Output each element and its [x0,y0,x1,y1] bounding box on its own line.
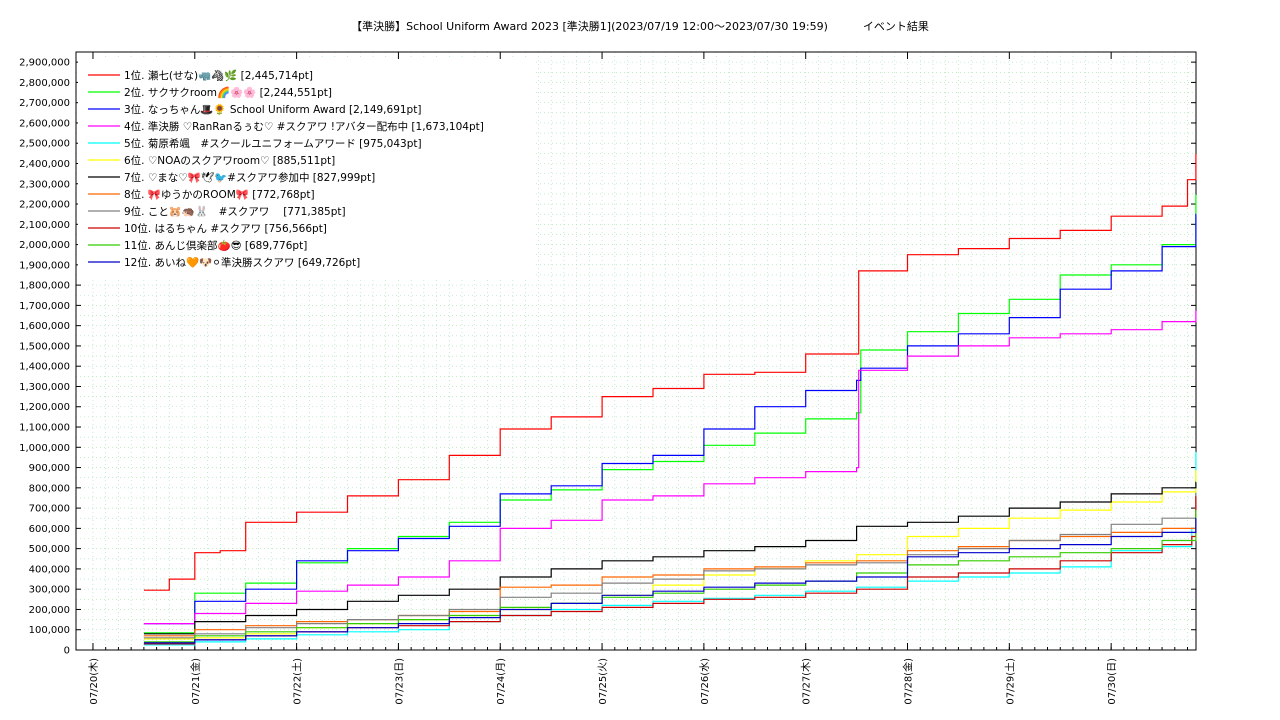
legend-background [78,60,533,280]
y-tick-label: 2,000,000 [19,240,70,251]
x-tick-label: 07/29(土) [1003,658,1016,705]
y-tick-label: 700,000 [29,504,70,515]
y-tick-label: 1,000,000 [19,443,70,454]
y-tick-label: 2,600,000 [19,118,70,129]
grid [76,52,1196,650]
y-tick-label: 1,300,000 [19,382,70,393]
legend: 1位. 瀬七(せな)🦏🦓🌿 [2,445,714pt] 2位. サクサクroom🌈… [78,60,533,280]
legend-entry: 1位. 瀬七(せな)🦏🦓🌿 [2,445,714pt] [124,69,313,82]
y-tick-label: 1,800,000 [19,281,70,292]
x-tick-label: 07/23(日) [394,658,405,705]
y-tick-label: 400,000 [29,564,70,575]
y-tick-label: 100,000 [29,625,70,636]
series-lines [143,153,1197,646]
legend-entry: 10位. はるちゃん #スクアワ [756,566pt] [124,222,327,235]
series-line-3 [143,213,1197,625]
y-tick-label: 2,400,000 [19,159,70,170]
y-tick-label: 2,800,000 [19,78,70,89]
y-tick-label: 500,000 [29,544,70,555]
legend-entry: 9位. こと🐹🦔🐰 #スクアワ [771,385pt] [124,205,346,218]
y-tick-label: 800,000 [29,483,70,494]
x-tick-label: 07/21(金) [189,658,202,705]
series-line-4 [143,310,1197,625]
series-line-8 [143,492,1197,637]
series-line-9 [143,493,1197,639]
legend-entry: 6位. ♡NOAのスクアワroom♡ [885,511pt] [124,154,335,167]
y-tick-label: 1,400,000 [19,362,70,373]
series-line-1 [143,153,1197,591]
legend-entry: 2位. サクサクroom🌈🌸🌸 [2,244,551pt] [124,86,332,99]
x-tick-label: 07/30(日) [1107,658,1118,705]
x-tick-label: 07/24(月) [495,658,507,705]
chart-title: 【準決勝】School Uniform Award 2023 [準決勝1](20… [351,20,929,33]
y-tick-label: 300,000 [29,585,70,596]
y-tick-label: 1,600,000 [19,321,70,332]
y-tick-label: 1,200,000 [19,402,70,413]
x-tick-label: 07/22(土) [291,658,304,705]
series-line-7 [143,481,1197,635]
x-tick-label: 07/28(金) [902,658,915,705]
y-tick-label: 1,700,000 [19,301,70,312]
y-tick-label: 0 [64,646,70,657]
x-tick-label: 07/20(木) [88,658,100,705]
y-tick-label: 1,500,000 [19,341,70,352]
legend-entry: 3位. なっちゃん🎩🌻 School Uniform Award [2,149,… [124,103,421,116]
x-tick-label: 07/27(木) [801,658,813,705]
x-tick-label: 07/25(火) [597,658,609,705]
y-tick-label: 2,900,000 [19,58,70,69]
y-tick-label: 200,000 [29,605,70,616]
legend-entry: 7位. ♡まな♡🎀🕊🐦#スクアワ参加中 [827,999pt] [124,171,375,184]
legend-entry: 12位. あいね🧡🐶⚪準決勝スクアワ [649,726pt] [124,256,360,269]
x-tick-label: 07/26(水) [699,658,711,705]
legend-entry: 5位. 菊原希颯 #スクールユニフォームアワード [975,043pt] [124,137,422,150]
y-tick-label: 2,200,000 [19,200,70,211]
y-tick-label: 600,000 [29,524,70,535]
legend-entry: 8位. 🎀ゆうかのROOM🎀 [772,768pt] [124,188,315,201]
y-tick-label: 2,300,000 [19,179,70,190]
y-tick-label: 2,700,000 [19,98,70,109]
plot-frame [75,51,1197,651]
y-tick-label: 2,100,000 [19,220,70,231]
axes: 0 100,000 200,000 300,000 400,000 500,000 600,… [19,51,1197,705]
legend-entry: 11位. あんじ倶楽部🍅😎 [689,776pt] [124,239,307,252]
y-tick-label: 1,900,000 [19,260,70,271]
y-tick-label: 900,000 [29,463,70,474]
y-tick-label: 2,500,000 [19,139,70,150]
y-tick-label: 1,100,000 [19,423,70,434]
series-line-12 [143,517,1197,644]
legend-entry: 4位. 準決勝 ♡RanRanるぅむ♡ #スクアワ !アバター配布中 [1,67… [124,120,484,133]
